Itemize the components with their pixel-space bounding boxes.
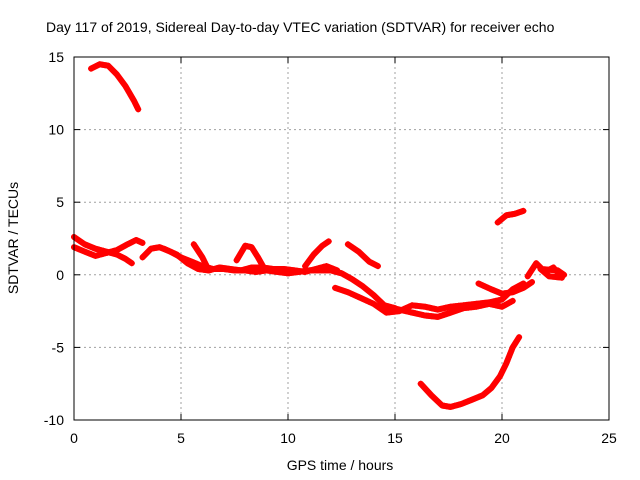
series-markers xyxy=(383,297,516,320)
series-markers xyxy=(475,279,535,297)
x-tick-label: 10 xyxy=(280,430,296,446)
y-tick-label: -10 xyxy=(44,412,64,428)
y-tick-label: 5 xyxy=(56,194,64,210)
x-tick-label: 0 xyxy=(70,430,78,446)
data-series-track-1 xyxy=(88,61,142,113)
series-markers xyxy=(344,241,381,270)
series-markers xyxy=(233,242,268,272)
series-markers xyxy=(494,207,527,226)
y-tick-label: -5 xyxy=(52,339,65,355)
y-tick-label: 15 xyxy=(48,49,64,65)
data-series-track-14 xyxy=(494,207,527,226)
chart-title: Day 117 of 2019, Sidereal Day-to-day VTE… xyxy=(46,19,555,35)
x-tick-label: 15 xyxy=(387,430,403,446)
x-tick-label: 5 xyxy=(177,430,185,446)
series-markers xyxy=(302,238,332,270)
series-markers xyxy=(524,260,568,281)
series-markers xyxy=(417,334,523,410)
y-tick-label: 10 xyxy=(48,122,64,138)
x-tick-label: 25 xyxy=(601,430,617,446)
x-tick-label: 20 xyxy=(494,430,510,446)
series-markers xyxy=(190,241,212,274)
plot-frame xyxy=(73,56,610,421)
y-tick-label: 0 xyxy=(56,267,64,283)
data-series-track-7 xyxy=(233,242,268,272)
x-axis-label: GPS time / hours xyxy=(286,457,394,473)
data-series-track-8 xyxy=(302,238,332,270)
series-markers xyxy=(88,61,142,113)
data-series-track-12 xyxy=(475,279,535,297)
data-series-track-13 xyxy=(417,334,523,410)
data-series-track-9 xyxy=(344,241,381,270)
data-series-track-11 xyxy=(383,297,516,320)
data-series-track-6 xyxy=(190,241,212,274)
data-series-track-15 xyxy=(524,260,568,281)
